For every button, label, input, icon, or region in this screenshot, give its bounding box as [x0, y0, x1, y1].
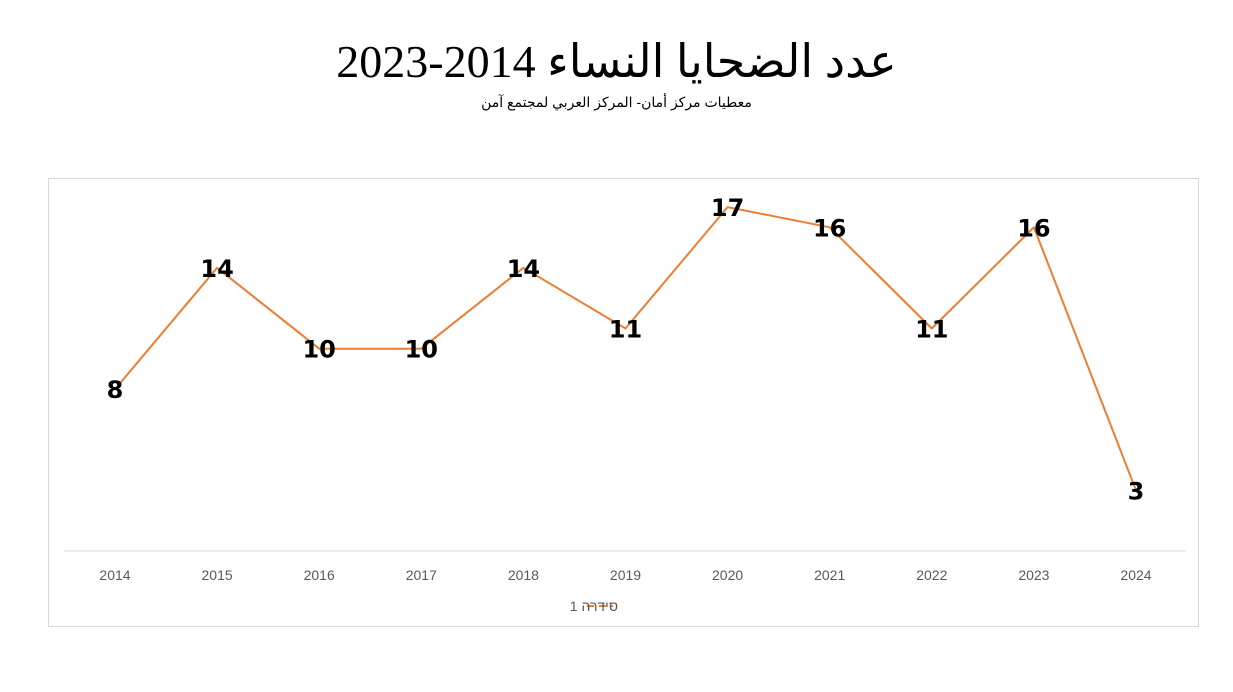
legend-label-series-1: סידרה 1 — [570, 598, 618, 614]
x-tick-label: 2016 — [304, 567, 335, 583]
legend: סידרה 1 — [570, 598, 618, 614]
x-tick-label: 2022 — [916, 567, 947, 583]
data-label: 11 — [915, 316, 948, 344]
x-tick-label: 2021 — [814, 567, 845, 583]
x-tick-label: 2020 — [712, 567, 743, 583]
data-label: 16 — [813, 214, 846, 242]
data-label: 10 — [302, 336, 335, 364]
data-labels: 8 14 10 10 14 11 17 16 11 16 3 — [107, 194, 1145, 505]
x-tick-label: 2015 — [202, 567, 233, 583]
data-label: 3 — [1128, 477, 1145, 505]
x-tick-label: 2014 — [99, 567, 130, 583]
x-tick-label: 2018 — [508, 567, 539, 583]
series-line-1 — [114, 206, 1137, 491]
data-label: 17 — [711, 194, 744, 222]
data-label: 16 — [1017, 214, 1050, 242]
x-tick-label: 2024 — [1120, 567, 1151, 583]
x-tick-label: 2019 — [610, 567, 641, 583]
page-subtitle: معطيات مركز أمان- المركز العربي لمجتمع آ… — [481, 94, 752, 110]
data-label: 11 — [609, 316, 642, 344]
data-label: 14 — [507, 255, 540, 283]
x-tick-label: 2017 — [406, 567, 437, 583]
data-label: 8 — [107, 376, 124, 404]
page-title: عدد الضحايا النساء 2014-2023 — [336, 36, 897, 87]
x-tick-label: 2023 — [1018, 567, 1049, 583]
series-layer — [114, 206, 1137, 491]
data-label: 10 — [405, 336, 438, 364]
data-label: 14 — [200, 255, 233, 283]
x-tick-labels: 2014 2015 2016 2017 2018 2019 2020 2021 2022 2023… — [99, 567, 1151, 583]
